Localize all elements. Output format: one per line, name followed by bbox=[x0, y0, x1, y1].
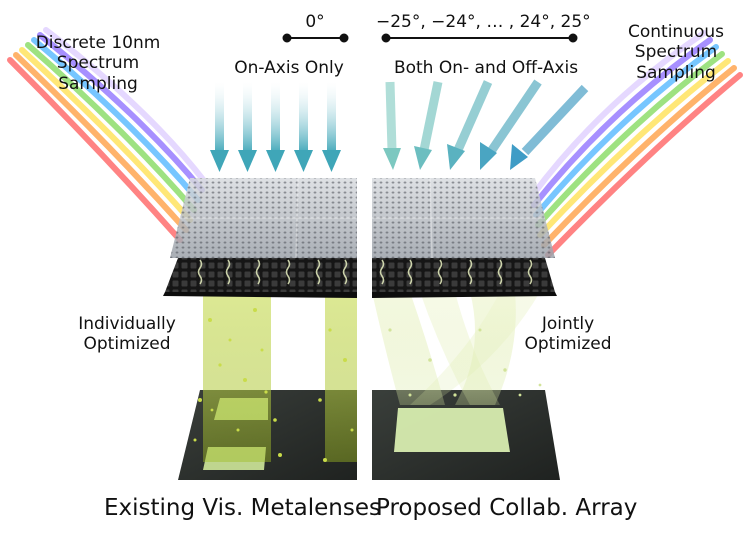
glass-slab-left bbox=[170, 177, 357, 259]
rainbow-right bbox=[529, 30, 743, 258]
incident-arrows-left bbox=[210, 82, 341, 172]
label-individually-optimized: Individually Optimized bbox=[70, 314, 184, 355]
beams-left bbox=[203, 292, 357, 462]
label-line: Spectrum bbox=[56, 53, 140, 74]
incident-arrows-right bbox=[383, 79, 589, 170]
beam-particles-right bbox=[388, 328, 542, 397]
label-angle-left: 0° bbox=[305, 12, 325, 32]
label-line: Spectrum bbox=[634, 42, 718, 63]
label-on-axis-only: On-Axis Only bbox=[234, 58, 344, 78]
label-line: Sampling bbox=[636, 62, 716, 83]
glass-slab-right bbox=[372, 177, 555, 259]
beams-right bbox=[372, 292, 540, 405]
angle-bar-right bbox=[381, 33, 578, 43]
label-on-off-axis: Both On- and Off-Axis bbox=[393, 58, 579, 78]
wavefronts-right bbox=[379, 259, 533, 285]
wavefronts-left bbox=[197, 259, 348, 285]
label-angle-right: −25°, −24°, … , 24°, 25° bbox=[376, 12, 591, 32]
label-line: Sampling bbox=[58, 73, 138, 94]
focus-spot-right bbox=[394, 408, 510, 452]
label-line: Optimized bbox=[524, 334, 612, 355]
label-line: Individually bbox=[78, 314, 176, 334]
center-divider bbox=[358, 160, 371, 500]
beam-particles-left bbox=[193, 308, 354, 462]
rainbow-left bbox=[7, 27, 208, 243]
label-line: Jointly bbox=[541, 314, 595, 334]
label-jointly-optimized: Jointly Optimized bbox=[516, 314, 620, 355]
label-line: Continuous bbox=[627, 22, 724, 42]
caption-existing-metalenses: Existing Vis. Metalenses bbox=[104, 495, 381, 521]
substrate-left bbox=[163, 258, 357, 298]
label-line: Discrete 10nm bbox=[35, 33, 161, 53]
angle-bar-left bbox=[282, 33, 349, 43]
caption-proposed-array: Proposed Collab. Array bbox=[376, 495, 638, 521]
substrate-right bbox=[372, 258, 557, 298]
label-line: Optimized bbox=[83, 334, 171, 355]
label-discrete-sampling: Discrete 10nm Spectrum Sampling bbox=[28, 33, 168, 94]
label-continuous-sampling: Continuous Spectrum Sampling bbox=[614, 22, 738, 83]
